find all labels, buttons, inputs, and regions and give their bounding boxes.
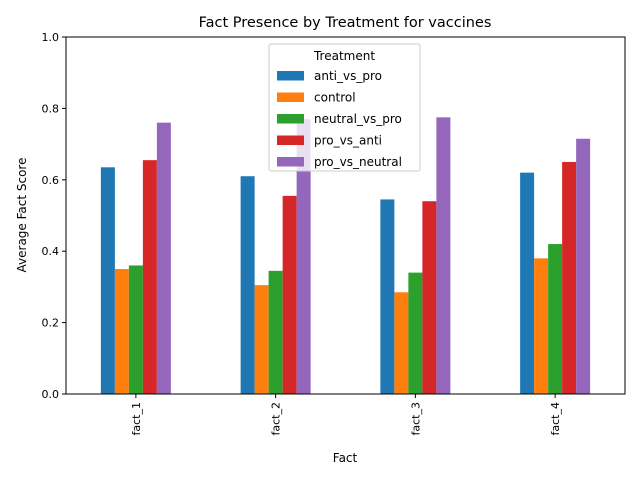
legend-label-pro_vs_neutral: pro_vs_neutral	[314, 155, 402, 169]
y-tick-label: 1.0	[42, 31, 60, 44]
bar-neutral_vs_pro-fact_3	[408, 272, 423, 394]
bar-pro_vs_anti-fact_1	[142, 160, 157, 394]
bar-control-fact_3	[394, 292, 409, 394]
y-tick-label: 0.8	[42, 102, 60, 115]
bar-pro_vs_neutral-fact_1	[156, 122, 171, 395]
bar-pro_vs_anti-fact_4	[562, 161, 577, 394]
legend-swatch-anti_vs_pro	[277, 71, 304, 81]
bar-neutral_vs_pro-fact_4	[548, 244, 563, 394]
y-tick-label: 0.2	[42, 317, 60, 330]
bar-control-fact_2	[254, 285, 269, 394]
bar-anti_vs_pro-fact_4	[520, 172, 535, 394]
x-tick-label: fact_1	[130, 402, 143, 435]
bar-control-fact_1	[114, 269, 129, 394]
plot-frame	[65, 36, 626, 395]
x-tick-label: fact_2	[270, 402, 283, 435]
legend-label-control: control	[314, 91, 356, 105]
bar-pro_vs_anti-fact_3	[422, 201, 437, 394]
legend-swatch-control	[277, 92, 304, 102]
legend-label-pro_vs_anti: pro_vs_anti	[314, 134, 382, 148]
x-tick-label: fact_4	[549, 402, 562, 435]
bar-pro_vs_neutral-fact_2	[296, 119, 311, 395]
legend-swatch-pro_vs_neutral	[277, 157, 304, 167]
legend-frame	[268, 43, 421, 172]
x-axis-label: Fact	[333, 451, 358, 465]
bar-pro_vs_neutral-fact_4	[576, 138, 591, 394]
x-tick-label: fact_3	[409, 402, 422, 435]
y-tick-label: 0.4	[42, 245, 60, 258]
bar-pro_vs_anti-fact_2	[282, 195, 297, 394]
bar-anti_vs_pro-fact_3	[380, 199, 395, 394]
legend-swatch-neutral_vs_pro	[277, 114, 304, 124]
legend-title: Treatment	[313, 49, 375, 63]
bar-anti_vs_pro-fact_1	[100, 167, 115, 394]
bar-neutral_vs_pro-fact_2	[268, 270, 283, 394]
y-tick-label: 0.0	[42, 388, 60, 401]
bar-neutral_vs_pro-fact_1	[128, 265, 143, 394]
legend-label-anti_vs_pro: anti_vs_pro	[314, 69, 382, 83]
legend-swatch-pro_vs_anti	[277, 135, 304, 145]
y-tick-label: 0.6	[42, 174, 60, 187]
legend-label-neutral_vs_pro: neutral_vs_pro	[314, 112, 402, 126]
bar-anti_vs_pro-fact_2	[240, 176, 255, 394]
bar-control-fact_4	[534, 258, 549, 394]
y-axis-label: Average Fact Score	[15, 158, 29, 273]
plot-area: 0.0 0.2 0.4 0.6 0.8 1.0 fact_1 fact_2 fact_3 fact…	[42, 31, 626, 435]
bar-pro_vs_neutral-fact_3	[436, 117, 451, 394]
chart-title: Fact Presence by Treatment for vaccines	[199, 15, 492, 31]
